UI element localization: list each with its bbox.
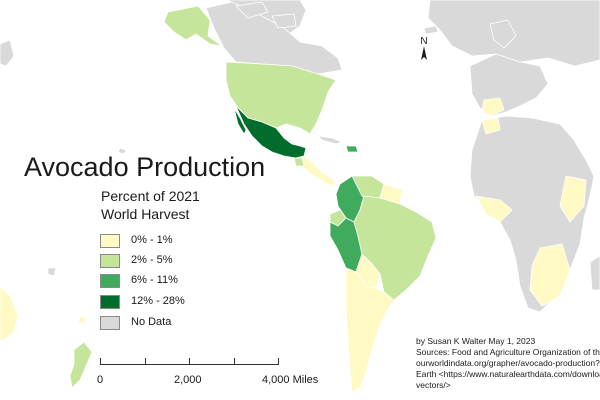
east-africa-region [559,175,587,223]
brazil-region [353,195,437,301]
west-africa-region [475,195,513,223]
legend-swatch [100,316,120,330]
legend-label: 2% - 5% [131,254,173,266]
scale-label-mid: 2,000 [174,374,202,386]
legend-swatch [100,234,120,248]
credits-block: by Susan K Walter May 1, 2023 Sources: F… [416,336,600,391]
mexico-region [235,105,307,159]
usa-region [225,61,337,135]
scale-tick [145,358,146,365]
scale-label-zero: 0 [97,374,104,386]
credits-author: by Susan K Walter May 1, 2023 [416,336,536,346]
central-america-region [295,155,337,187]
legend-label: 6% - 11% [131,274,178,286]
canada-region [205,1,343,75]
legend-swatch [100,274,120,288]
iceland-region [423,25,439,35]
legend-swatch [100,254,120,268]
map-title: Avocado Production [24,152,266,182]
guatemala-region [293,157,305,167]
legend-swatch [100,295,120,309]
credits-sources: Sources: Food and Agriculture Organizati… [416,347,600,357]
scale-tick [100,358,101,365]
scale-tick [278,358,279,365]
legend-label: 12% - 28% [131,295,185,307]
credits-url: ourworldindata.org/grapher/avocado-produ… [416,358,600,368]
legend-subtitle-line1: Percent of 2021 [101,188,200,204]
morocco-region [481,117,501,135]
hawaii-region [117,147,127,155]
southern-africa-region [529,243,571,307]
scale-bar [100,358,295,372]
legend-label: No Data [131,316,172,328]
pacific-island-2 [77,315,87,325]
credits-earth: Earth <https://www.naturalearthdata.com/… [416,369,600,379]
baja-california [233,107,247,135]
europe-region [469,53,549,117]
pacific-island-1 [47,267,57,277]
spain-region [481,97,505,117]
north-arrow-shape [421,46,427,60]
scale-tick [234,358,235,365]
madagascar-region [589,255,600,291]
scandinavia-region [489,19,517,49]
arctic-islands [235,1,297,29]
asia-edge-region [0,39,15,67]
legend-label: 0% - 1% [131,234,173,246]
north-arrow-label: N [420,36,427,47]
north-arrow-icon: N [420,36,428,60]
cuba-region [317,135,343,145]
legend-subtitle-line2: World Harvest [101,206,190,222]
dominican-republic-region [345,145,359,153]
new-zealand-region [69,341,93,389]
alaska-region [163,5,223,47]
credits-vectors: vectors/> [416,380,451,390]
argentina-region [345,267,395,393]
scale-tick [189,358,190,365]
scale-label-end: 4,000 Miles [262,374,319,386]
australia-region [0,285,19,341]
